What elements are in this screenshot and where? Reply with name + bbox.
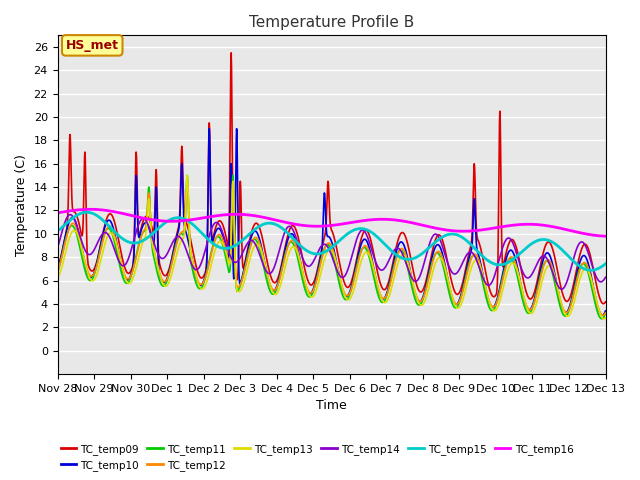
Title: Temperature Profile B: Temperature Profile B [249,15,414,30]
TC_temp14 [54,245,61,251]
TC_temp10 [366,247,374,252]
TC_temp12 [602,310,609,316]
TC_temp09 [287,225,294,231]
TC_temp12 [366,250,374,256]
TC_temp11 [598,316,605,322]
TC_temp16 [287,220,294,226]
TC_temp12 [599,312,607,318]
TC_temp13 [96,261,104,267]
TC_temp12 [298,265,305,271]
TC_temp15 [587,267,595,273]
TC_temp09 [600,301,607,307]
TC_temp14 [67,212,74,217]
TC_temp13 [184,172,191,178]
Line: TC_temp14: TC_temp14 [58,215,605,289]
TC_temp12 [308,289,316,295]
TC_temp10 [308,289,316,295]
TC_temp09 [298,251,305,257]
TC_temp13 [287,247,294,252]
TC_temp15 [54,228,61,234]
TC_temp10 [287,231,294,237]
TC_temp16 [86,206,94,212]
TC_temp11 [96,249,104,254]
Text: HS_met: HS_met [66,39,119,52]
Line: TC_temp13: TC_temp13 [58,175,605,319]
Line: TC_temp10: TC_temp10 [58,129,605,315]
TC_temp13 [366,253,374,259]
TC_temp11 [308,292,316,298]
TC_temp13 [600,316,608,322]
TC_temp11 [118,273,126,278]
TC_temp10 [96,245,104,251]
TC_temp12 [96,251,104,256]
TC_temp09 [227,50,235,56]
TC_temp14 [287,224,294,229]
TC_temp16 [119,211,127,216]
TC_temp15 [119,236,127,241]
TC_temp14 [97,234,104,240]
TC_temp16 [308,223,316,229]
TC_temp11 [287,239,294,245]
TC_temp16 [298,222,305,228]
Line: TC_temp09: TC_temp09 [58,53,605,304]
TC_temp16 [97,207,104,213]
TC_temp14 [298,252,305,258]
TC_temp12 [287,239,294,244]
Legend: TC_temp09, TC_temp10, TC_temp11, TC_temp12, TC_temp13, TC_temp14, TC_temp15, TC_: TC_temp09, TC_temp10, TC_temp11, TC_temp… [56,439,577,475]
TC_temp14 [602,275,609,280]
TC_temp10 [598,312,606,318]
TC_temp09 [602,299,609,305]
TC_temp13 [298,265,305,271]
TC_temp11 [602,311,609,316]
TC_temp11 [366,256,374,262]
TC_temp13 [118,265,126,271]
TC_temp09 [308,282,316,288]
TC_temp12 [184,179,191,184]
TC_temp11 [54,269,61,275]
TC_temp10 [118,266,126,272]
TC_temp09 [96,245,104,251]
TC_temp15 [83,209,91,215]
TC_temp13 [54,275,61,280]
TC_temp10 [298,265,305,271]
TC_temp15 [97,215,104,221]
TC_temp16 [54,210,61,216]
TC_temp14 [366,240,374,246]
TC_temp11 [184,172,191,178]
TC_temp12 [54,268,61,274]
TC_temp10 [602,308,609,314]
TC_temp12 [118,264,126,270]
Line: TC_temp11: TC_temp11 [58,175,605,319]
TC_temp15 [602,261,609,267]
TC_temp14 [558,287,566,292]
TC_temp15 [308,250,316,256]
TC_temp14 [308,261,316,267]
X-axis label: Time: Time [316,399,347,412]
Line: TC_temp15: TC_temp15 [58,212,605,270]
TC_temp09 [54,264,61,270]
Line: TC_temp16: TC_temp16 [58,209,605,236]
TC_temp11 [298,274,305,279]
TC_temp10 [205,126,213,132]
TC_temp13 [308,294,316,300]
TC_temp15 [287,233,294,239]
TC_temp16 [602,233,609,239]
TC_temp16 [366,217,374,223]
TC_temp10 [54,267,61,273]
Line: TC_temp12: TC_temp12 [58,181,605,315]
Y-axis label: Temperature (C): Temperature (C) [15,154,28,255]
TC_temp13 [602,315,609,321]
TC_temp14 [119,263,127,269]
TC_temp15 [366,228,374,234]
TC_temp09 [118,255,126,261]
TC_temp15 [298,244,305,250]
TC_temp09 [366,234,374,240]
